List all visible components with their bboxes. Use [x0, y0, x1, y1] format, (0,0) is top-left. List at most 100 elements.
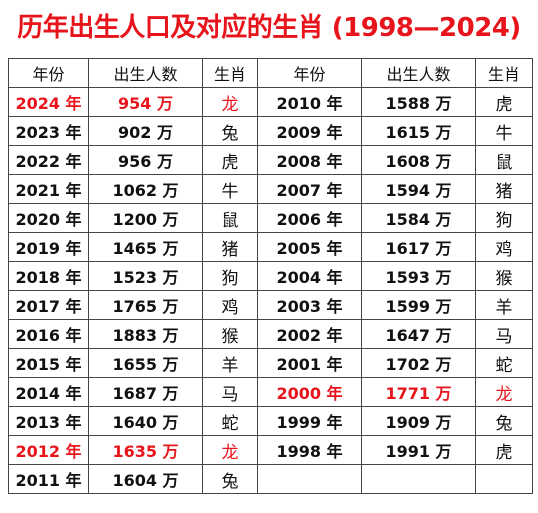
header-zodiac-right: 生肖 [475, 58, 533, 88]
right-births-cell: 1647 万 [361, 319, 476, 349]
right-zodiac-cell [475, 464, 533, 494]
right-births-cell: 1588 万 [361, 87, 476, 117]
right-births-cell: 1594 万 [361, 174, 476, 204]
left-births-cell: 1765 万 [88, 290, 203, 320]
right-year-cell: 1999 年 [257, 406, 362, 436]
left-year-cell: 2021 年 [8, 174, 89, 204]
left-year-cell: 2018 年 [8, 261, 89, 291]
left-zodiac-cell: 蛇 [202, 406, 258, 436]
right-zodiac-cell: 猴 [475, 261, 533, 291]
left-year-cell: 2016 年 [8, 319, 89, 349]
right-zodiac-cell: 狗 [475, 203, 533, 233]
table-row: 2017 年 1765 万鸡 2003 年 1599 万羊 [8, 290, 533, 320]
right-year-cell: 2010 年 [257, 87, 362, 117]
right-births-cell: 1608 万 [361, 145, 476, 175]
left-zodiac-cell: 狗 [202, 261, 258, 291]
right-year-cell: 2001 年 [257, 348, 362, 378]
right-year-cell: 2005 年 [257, 232, 362, 262]
right-zodiac-cell: 鸡 [475, 232, 533, 262]
right-year-cell: 2004 年 [257, 261, 362, 291]
left-year-cell: 2012 年 [8, 435, 89, 465]
table-row: 2018 年 1523 万狗 2004 年 1593 万猴 [8, 261, 533, 291]
left-births-cell: 1635 万 [88, 435, 203, 465]
right-births-cell: 1617 万 [361, 232, 476, 262]
left-year-cell: 2011 年 [8, 464, 89, 494]
left-year-cell: 2014 年 [8, 377, 89, 407]
right-zodiac-cell: 虎 [475, 87, 533, 117]
table-row: 2022 年 956 万虎 2008 年 1608 万鼠 [8, 145, 533, 175]
right-births-cell: 1991 万 [361, 435, 476, 465]
right-zodiac-cell: 猪 [475, 174, 533, 204]
left-births-cell: 1687 万 [88, 377, 203, 407]
left-year-cell: 2022 年 [8, 145, 89, 175]
table-row: 2020 年 1200 万鼠 2006 年 1584 万狗 [8, 203, 533, 233]
left-zodiac-cell: 羊 [202, 348, 258, 378]
table-row: 2024 年 954 万龙 2010 年 1588 万虎 [8, 87, 533, 117]
header-row: 年份 出生人数 生肖 年份 出生人数 生肖 [8, 58, 533, 88]
left-year-cell: 2020 年 [8, 203, 89, 233]
table-row: 2012 年 1635 万龙 1998 年 1991 万虎 [8, 435, 533, 465]
left-zodiac-cell: 猴 [202, 319, 258, 349]
left-year-cell: 2015 年 [8, 348, 89, 378]
right-year-cell [257, 464, 362, 494]
left-year-cell: 2017 年 [8, 290, 89, 320]
right-zodiac-cell: 虎 [475, 435, 533, 465]
table-row: 2011 年 1604 万兔 [8, 464, 533, 494]
page-title: 历年出生人口及对应的生肖 (1998—2024) [17, 13, 521, 43]
right-zodiac-cell: 鼠 [475, 145, 533, 175]
left-zodiac-cell: 马 [202, 377, 258, 407]
left-zodiac-cell: 鸡 [202, 290, 258, 320]
right-births-cell: 1909 万 [361, 406, 476, 436]
table-row: 2016 年 1883 万猴 2002 年 1647 万马 [8, 319, 533, 349]
left-births-cell: 1062 万 [88, 174, 203, 204]
header-zodiac-left: 生肖 [202, 58, 258, 88]
left-births-cell: 954 万 [88, 87, 203, 117]
right-year-cell: 1998 年 [257, 435, 362, 465]
right-births-cell: 1599 万 [361, 290, 476, 320]
left-zodiac-cell: 兔 [202, 464, 258, 494]
left-zodiac-cell: 猪 [202, 232, 258, 262]
left-zodiac-cell: 虎 [202, 145, 258, 175]
header-year-right: 年份 [257, 58, 362, 88]
left-births-cell: 1655 万 [88, 348, 203, 378]
left-zodiac-cell: 龙 [202, 435, 258, 465]
left-births-cell: 1640 万 [88, 406, 203, 436]
right-year-cell: 2008 年 [257, 145, 362, 175]
table-row: 2021 年 1062 万牛 2007 年 1594 万猪 [8, 174, 533, 204]
right-births-cell: 1593 万 [361, 261, 476, 291]
left-year-cell: 2023 年 [8, 116, 89, 146]
table-row: 2015 年 1655 万羊 2001 年 1702 万蛇 [8, 348, 533, 378]
table-row: 2019 年 1465 万猪 2005 年 1617 万鸡 [8, 232, 533, 262]
left-births-cell: 1200 万 [88, 203, 203, 233]
right-births-cell [361, 464, 476, 494]
header-births-left: 出生人数 [88, 58, 203, 88]
right-year-cell: 2003 年 [257, 290, 362, 320]
right-births-cell: 1584 万 [361, 203, 476, 233]
table-row: 2014 年 1687 万马 2000 年 1771 万龙 [8, 377, 533, 407]
left-births-cell: 1883 万 [88, 319, 203, 349]
left-zodiac-cell: 鼠 [202, 203, 258, 233]
left-births-cell: 956 万 [88, 145, 203, 175]
right-zodiac-cell: 蛇 [475, 348, 533, 378]
right-year-cell: 2007 年 [257, 174, 362, 204]
left-year-cell: 2013 年 [8, 406, 89, 436]
left-births-cell: 1465 万 [88, 232, 203, 262]
left-births-cell: 1604 万 [88, 464, 203, 494]
right-zodiac-cell: 龙 [475, 377, 533, 407]
right-zodiac-cell: 羊 [475, 290, 533, 320]
right-births-cell: 1615 万 [361, 116, 476, 146]
left-year-cell: 2019 年 [8, 232, 89, 262]
right-births-cell: 1771 万 [361, 377, 476, 407]
header-year-left: 年份 [8, 58, 89, 88]
right-zodiac-cell: 马 [475, 319, 533, 349]
header-births-right: 出生人数 [361, 58, 476, 88]
right-zodiac-cell: 兔 [475, 406, 533, 436]
left-zodiac-cell: 兔 [202, 116, 258, 146]
right-year-cell: 2002 年 [257, 319, 362, 349]
right-births-cell: 1702 万 [361, 348, 476, 378]
right-year-cell: 2009 年 [257, 116, 362, 146]
left-births-cell: 1523 万 [88, 261, 203, 291]
table-row: 2013 年 1640 万蛇 1999 年 1909 万兔 [8, 406, 533, 436]
left-year-cell: 2024 年 [8, 87, 89, 117]
table-row: 2023 年 902 万兔 2009 年 1615 万牛 [8, 116, 533, 146]
